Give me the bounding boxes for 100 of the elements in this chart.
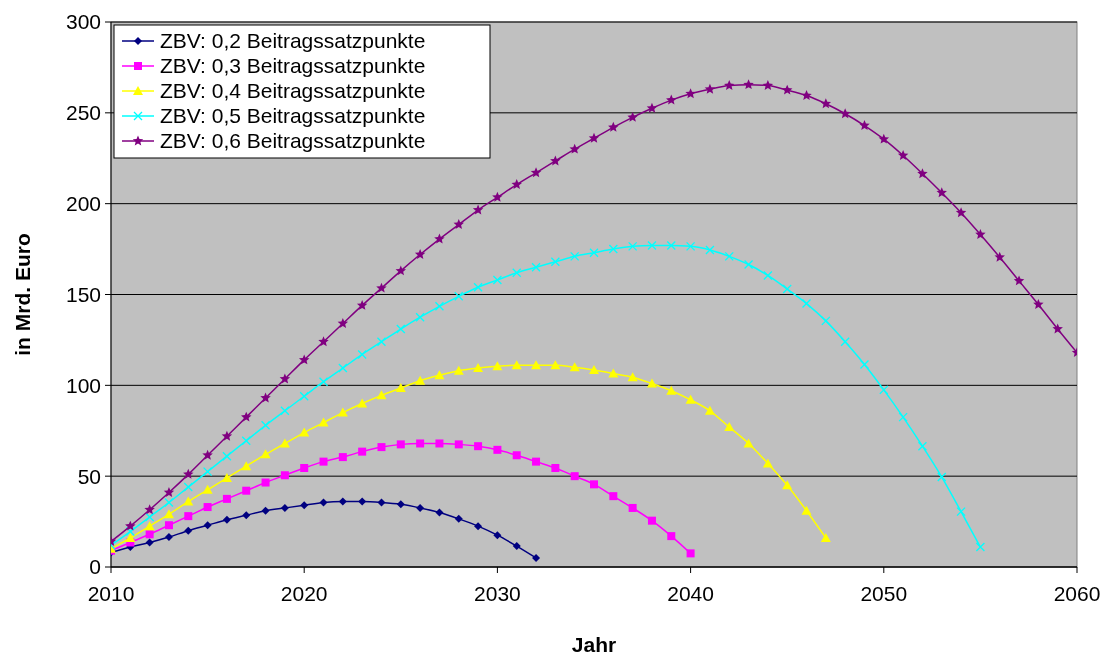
point (936, 187, 947, 198)
point (435, 439, 444, 448)
legend-label: ZBV: 0,2 Beitragssatzpunkte (160, 29, 426, 53)
point (183, 496, 194, 506)
point (589, 364, 599, 374)
point (453, 219, 464, 230)
point (203, 503, 212, 512)
point (396, 500, 405, 509)
point (377, 498, 386, 507)
point (202, 466, 213, 477)
point (782, 284, 792, 294)
point (781, 84, 793, 95)
point (975, 229, 986, 239)
point (280, 503, 289, 512)
point (569, 362, 580, 372)
point (222, 451, 232, 461)
point (298, 354, 310, 365)
point (376, 282, 387, 293)
point (492, 361, 503, 371)
point (859, 359, 870, 370)
point (358, 447, 367, 456)
point (820, 98, 832, 109)
point (550, 257, 561, 267)
point (184, 526, 193, 535)
point (531, 262, 541, 272)
x-tick-label: 2010 (87, 582, 135, 605)
point (743, 79, 754, 90)
point (550, 155, 561, 166)
point (144, 504, 155, 515)
point (125, 520, 136, 531)
point (241, 461, 252, 471)
point (164, 497, 174, 508)
point (956, 506, 966, 517)
point (628, 503, 637, 512)
point (415, 375, 426, 385)
y-tick-label: 150 (65, 282, 101, 306)
point (318, 377, 329, 387)
point (666, 240, 676, 251)
legend-label: ZBV: 0,3 Beitragssatzpunkte (160, 54, 426, 78)
point (203, 521, 212, 530)
point (163, 509, 174, 519)
point (299, 427, 310, 437)
point (145, 530, 154, 539)
point (492, 191, 503, 202)
point (183, 482, 193, 492)
point (183, 468, 194, 479)
point (530, 167, 542, 178)
point (260, 420, 271, 430)
point (801, 90, 812, 101)
x-tick-label: 2040 (667, 582, 714, 605)
point (279, 373, 291, 384)
point (241, 436, 251, 446)
point (184, 512, 193, 521)
point (300, 463, 309, 472)
point (627, 111, 638, 122)
point (319, 457, 328, 466)
legend-label: ZBV: 0,6 Beitragssatzpunkte (160, 129, 426, 153)
point (473, 282, 483, 292)
point (338, 363, 348, 373)
point (454, 440, 463, 449)
point (608, 121, 619, 132)
y-tick-label: 250 (65, 101, 101, 125)
point (435, 508, 444, 517)
point (242, 511, 251, 520)
point (473, 363, 484, 373)
point (994, 251, 1005, 262)
point (416, 439, 425, 448)
point (492, 275, 503, 285)
point (859, 120, 870, 130)
y-tick-label: 50 (77, 464, 101, 488)
point (493, 445, 502, 454)
point (801, 505, 812, 515)
point (685, 394, 696, 404)
point (454, 514, 463, 523)
point (801, 298, 812, 309)
point (724, 251, 734, 261)
point (532, 553, 541, 562)
point (704, 405, 715, 415)
point (898, 412, 908, 422)
point (667, 532, 676, 541)
point (646, 102, 658, 113)
point (337, 407, 348, 417)
point (221, 430, 233, 441)
point (743, 259, 754, 270)
x-tick-label: 2060 (1053, 582, 1101, 605)
point (202, 484, 213, 494)
point (646, 378, 657, 388)
point (955, 207, 967, 218)
point (261, 506, 270, 515)
point (588, 132, 600, 143)
point (125, 532, 136, 542)
point (493, 531, 502, 540)
point (377, 443, 386, 452)
point (531, 360, 542, 370)
point (318, 417, 329, 427)
point (337, 318, 349, 329)
point (414, 249, 426, 259)
point (319, 498, 328, 507)
point (300, 501, 309, 510)
point (511, 179, 522, 190)
